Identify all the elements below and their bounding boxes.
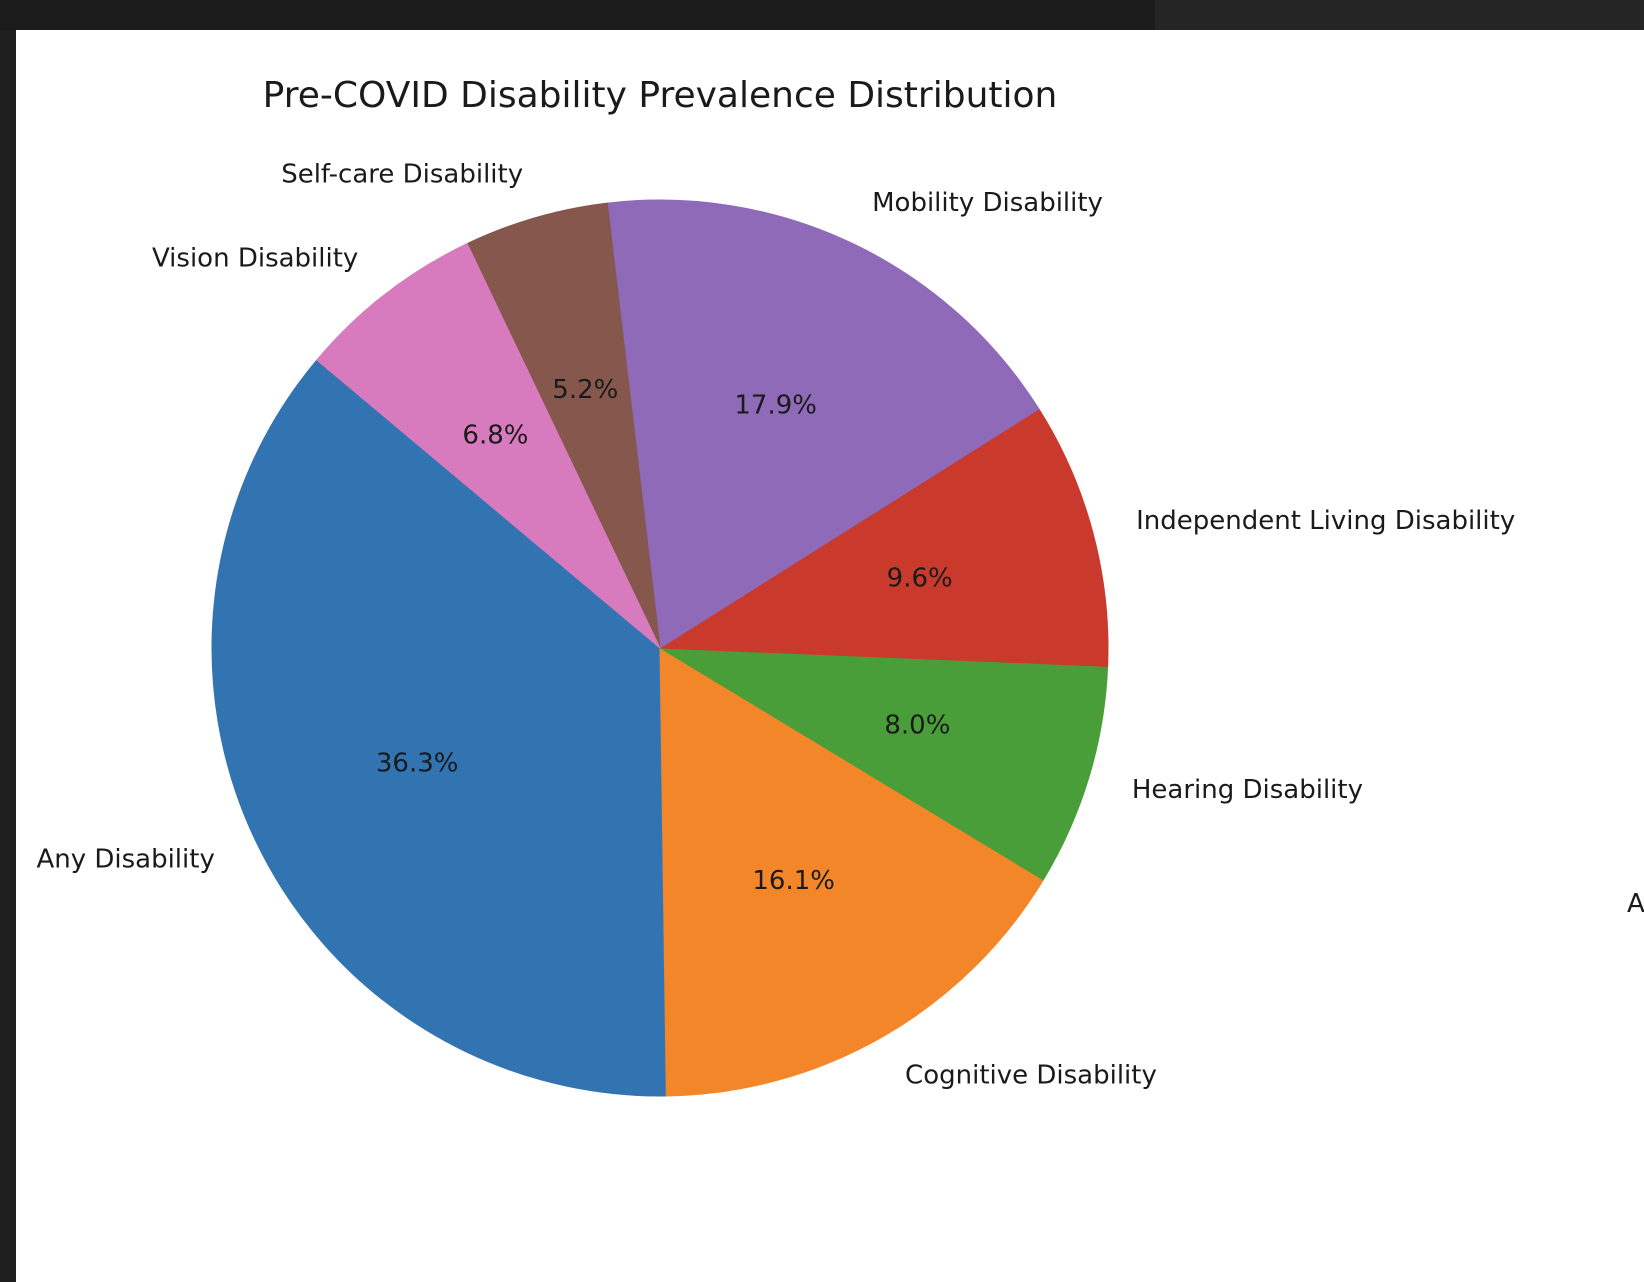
- pie-percent-label-self-care-disability: 5.2%: [552, 375, 618, 405]
- pie-category-labels: Any Disability Cognitive Disability Hearin…: [36, 160, 1515, 1091]
- pie-slice-self-care-disability: [466, 202, 661, 649]
- pie-percent-labels: 36.3% 16.1% 8.0% 9.6% 17.9% 5.2% 6.8%: [376, 375, 953, 896]
- pie-label-hearing-disability: Hearing Disability: [1132, 775, 1363, 805]
- chart-figure: Pre-COVID Disability Prevalence Distribu…: [16, 30, 1644, 1282]
- pie-slices: [211, 199, 1109, 1097]
- pie-label-any-disability: Any Disability: [36, 844, 214, 874]
- window-top-bar-right-panel: [1155, 0, 1644, 30]
- chart-title: Pre-COVID Disability Prevalence Distribu…: [263, 75, 1058, 116]
- pie-percent-label-cognitive-disability: 16.1%: [752, 866, 835, 896]
- pie-label-cognitive-disability: Cognitive Disability: [905, 1061, 1157, 1091]
- pie-percent-label-independent-living-disability: 9.6%: [887, 564, 953, 594]
- pie-chart: Pre-COVID Disability Prevalence Distribu…: [36, 75, 1644, 1097]
- pie-label-vision-disability: Vision Disability: [152, 243, 358, 273]
- pie-slice-mobility-disability: [606, 199, 1040, 649]
- pie-slice-cognitive-disability: [659, 647, 1045, 1097]
- pie-slice-hearing-disability: [659, 647, 1109, 881]
- pie-percent-label-vision-disability: 6.8%: [462, 420, 528, 450]
- pie-slice-any-disability: [211, 359, 667, 1097]
- pie-percent-label-mobility-disability: 17.9%: [734, 390, 817, 420]
- pie-slice-vision-disability: [316, 242, 661, 649]
- pie-label-self-care-disability: Self-care Disability: [281, 160, 523, 190]
- pie-percent-label-hearing-disability: 8.0%: [884, 710, 950, 740]
- pie-slice-independent-living-disability: [658, 408, 1109, 667]
- pie-label-mobility-disability: Mobility Disability: [872, 188, 1103, 218]
- pie-label-independent-living-disability: Independent Living Disability: [1136, 506, 1515, 536]
- clipped-edge-label: A: [1627, 889, 1644, 919]
- pie-percent-label-any-disability: 36.3%: [376, 748, 459, 778]
